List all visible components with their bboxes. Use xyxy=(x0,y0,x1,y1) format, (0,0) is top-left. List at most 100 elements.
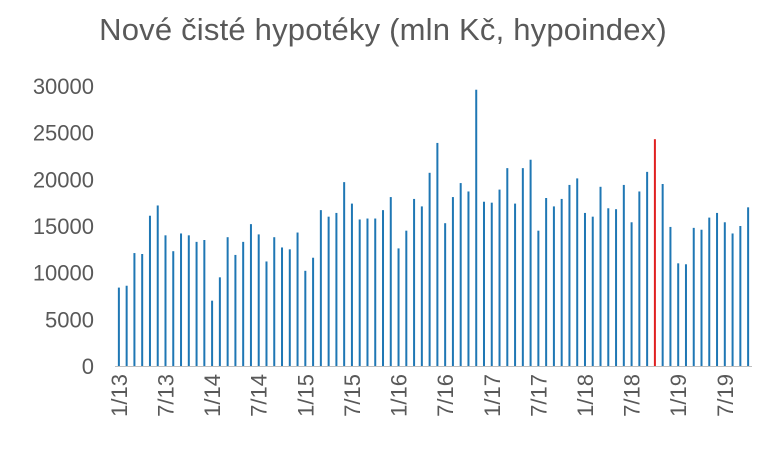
x-tick-label: 1/17 xyxy=(480,374,505,417)
x-tick-label: 7/19 xyxy=(713,374,738,417)
bar xyxy=(420,206,423,366)
x-tick-label: 7/18 xyxy=(620,374,645,417)
bar xyxy=(459,183,462,366)
bar xyxy=(382,210,385,366)
bar xyxy=(514,203,517,366)
bar xyxy=(125,285,128,366)
bar xyxy=(568,184,571,366)
x-tick-label: 7/15 xyxy=(340,374,365,417)
y-tick-label: 30000 xyxy=(33,74,94,99)
bar xyxy=(180,233,183,366)
y-tick-label: 15000 xyxy=(33,214,94,239)
chart-title: Nové čisté hypotéky (mln Kč, hypoindex) xyxy=(99,12,667,47)
bar xyxy=(467,191,470,366)
x-tick-label: 1/18 xyxy=(573,374,598,417)
bar xyxy=(374,218,377,366)
bar xyxy=(716,212,719,366)
bar xyxy=(576,178,579,366)
bar xyxy=(327,216,330,366)
bar xyxy=(506,168,509,366)
bar xyxy=(747,207,750,366)
bar xyxy=(599,186,602,366)
bar xyxy=(661,184,664,366)
bar xyxy=(529,159,532,366)
y-tick-label: 10000 xyxy=(33,261,94,286)
bar xyxy=(545,198,548,366)
x-tick-label: 1/15 xyxy=(293,374,318,417)
x-tick-label: 7/17 xyxy=(526,374,551,417)
bar xyxy=(358,219,361,366)
bar xyxy=(739,226,742,366)
bar xyxy=(273,237,276,366)
bar xyxy=(296,232,299,366)
bar xyxy=(319,210,322,366)
bar xyxy=(141,254,144,366)
bar xyxy=(218,277,221,366)
bar xyxy=(638,191,641,366)
bar xyxy=(249,224,252,366)
bar xyxy=(521,168,524,366)
bar xyxy=(723,222,726,366)
bar xyxy=(413,198,416,366)
bar xyxy=(482,201,485,366)
y-tick-label: 25000 xyxy=(33,121,94,146)
bar xyxy=(428,172,431,366)
bar xyxy=(622,184,625,366)
bar xyxy=(552,206,555,366)
bar xyxy=(350,203,353,366)
x-tick-label: 7/13 xyxy=(154,374,179,417)
bar xyxy=(405,230,408,366)
bar xyxy=(708,217,711,366)
bar xyxy=(560,198,563,366)
bar xyxy=(187,235,190,366)
bar xyxy=(366,218,369,366)
bar xyxy=(498,189,501,366)
bar xyxy=(692,227,695,366)
bar xyxy=(133,253,136,366)
bar xyxy=(537,230,540,366)
y-tick-label: 0 xyxy=(82,354,94,379)
bar xyxy=(242,241,245,366)
bar xyxy=(343,182,346,366)
bar xyxy=(475,89,478,366)
bar xyxy=(148,215,151,366)
bar xyxy=(677,263,680,366)
bar xyxy=(646,171,649,366)
x-tick-label: 1/19 xyxy=(666,374,691,417)
bar xyxy=(436,142,439,366)
bar xyxy=(164,235,167,366)
y-tick-label: 20000 xyxy=(33,167,94,192)
bar xyxy=(684,264,687,366)
bar xyxy=(203,240,206,366)
bar xyxy=(591,216,594,366)
bar-series xyxy=(117,89,750,366)
bar xyxy=(490,202,493,366)
bar xyxy=(234,254,237,366)
bar-highlighted xyxy=(653,139,656,366)
y-axis: 0 5000 10000 15000 20000 25000 30000 xyxy=(33,74,94,379)
x-tick-label: 1/16 xyxy=(387,374,412,417)
bar xyxy=(451,197,454,366)
bar xyxy=(669,226,672,366)
bar xyxy=(226,237,229,366)
bar xyxy=(211,300,214,366)
x-axis: 1/13 7/13 1/14 7/14 1/15 7/15 1/16 7/16 1/17 7/17… xyxy=(107,366,752,417)
x-tick-label: 7/14 xyxy=(247,374,272,417)
bar xyxy=(397,248,400,366)
bar xyxy=(195,241,198,366)
bar xyxy=(630,222,633,366)
bar xyxy=(389,197,392,366)
x-tick-label: 1/13 xyxy=(107,374,132,417)
bar xyxy=(583,212,586,366)
bar xyxy=(172,251,175,366)
bar xyxy=(615,209,618,366)
bar xyxy=(312,257,315,366)
bar xyxy=(265,261,268,366)
bar xyxy=(700,229,703,366)
bar xyxy=(117,287,120,366)
bar xyxy=(335,212,338,366)
bar xyxy=(257,234,260,366)
bar xyxy=(156,205,159,366)
x-tick-label: 7/16 xyxy=(433,374,458,417)
